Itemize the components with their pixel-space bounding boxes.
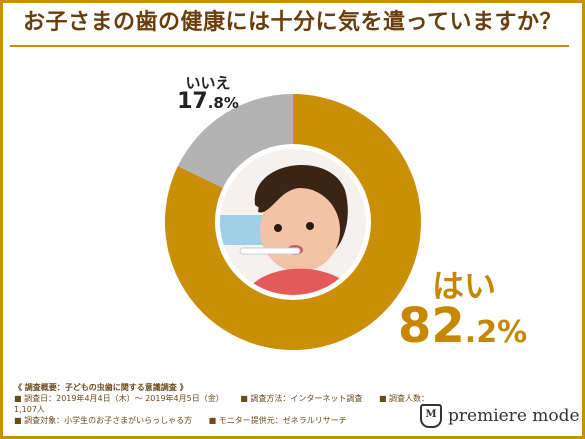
survey-heading: 《 調査概要：子どもの虫歯に関する意識調査 》 (14, 383, 188, 392)
chart-title: お子さまの歯の健康には十分に気を遣っていますか？ (23, 10, 562, 35)
child-photo-illustration (220, 149, 366, 295)
brand: M premiere mode (420, 404, 580, 428)
survey-row-2: ■ 調査対象：小学生のお子さまがいらっしゃる方 ■ モニター提供元：ゼネラルリサ… (14, 415, 434, 426)
survey-row-1: ■ 調査日：2019年4月4日（木）～ 2019年4月5日（金） ■ 調査方法：… (14, 393, 434, 415)
slice-no-name: いいえ (185, 74, 231, 92)
survey-provider: ■ モニター提供元：ゼネラルリサーチ (208, 416, 347, 425)
slice-no-value: 17.8% (177, 89, 239, 114)
survey-info: 《 調査概要：子どもの虫歯に関する意識調査 》 ■ 調査日：2019年4月4日（… (14, 382, 434, 426)
brand-name: premiere mode (448, 406, 580, 426)
slice-yes-value: 82.2% (398, 298, 528, 354)
survey-date: ■ 調査日：2019年4月4日（木）～ 2019年4月5日（金） (14, 394, 224, 403)
survey-target: ■ 調査対象：小学生のお子さまがいらっしゃる方 (14, 416, 193, 425)
slice-label-no: いいえ 17.8% (168, 76, 248, 113)
survey-method: ■ 調査方法：インターネット調査 (240, 394, 363, 403)
survey-count: ■ 調査人数：1,107人 (14, 394, 430, 414)
slice-label-yes: はい 82.2% (398, 270, 528, 350)
brand-logo-icon: M (420, 404, 442, 428)
title-divider (10, 45, 569, 47)
slice-yes-name: はい (432, 267, 497, 305)
